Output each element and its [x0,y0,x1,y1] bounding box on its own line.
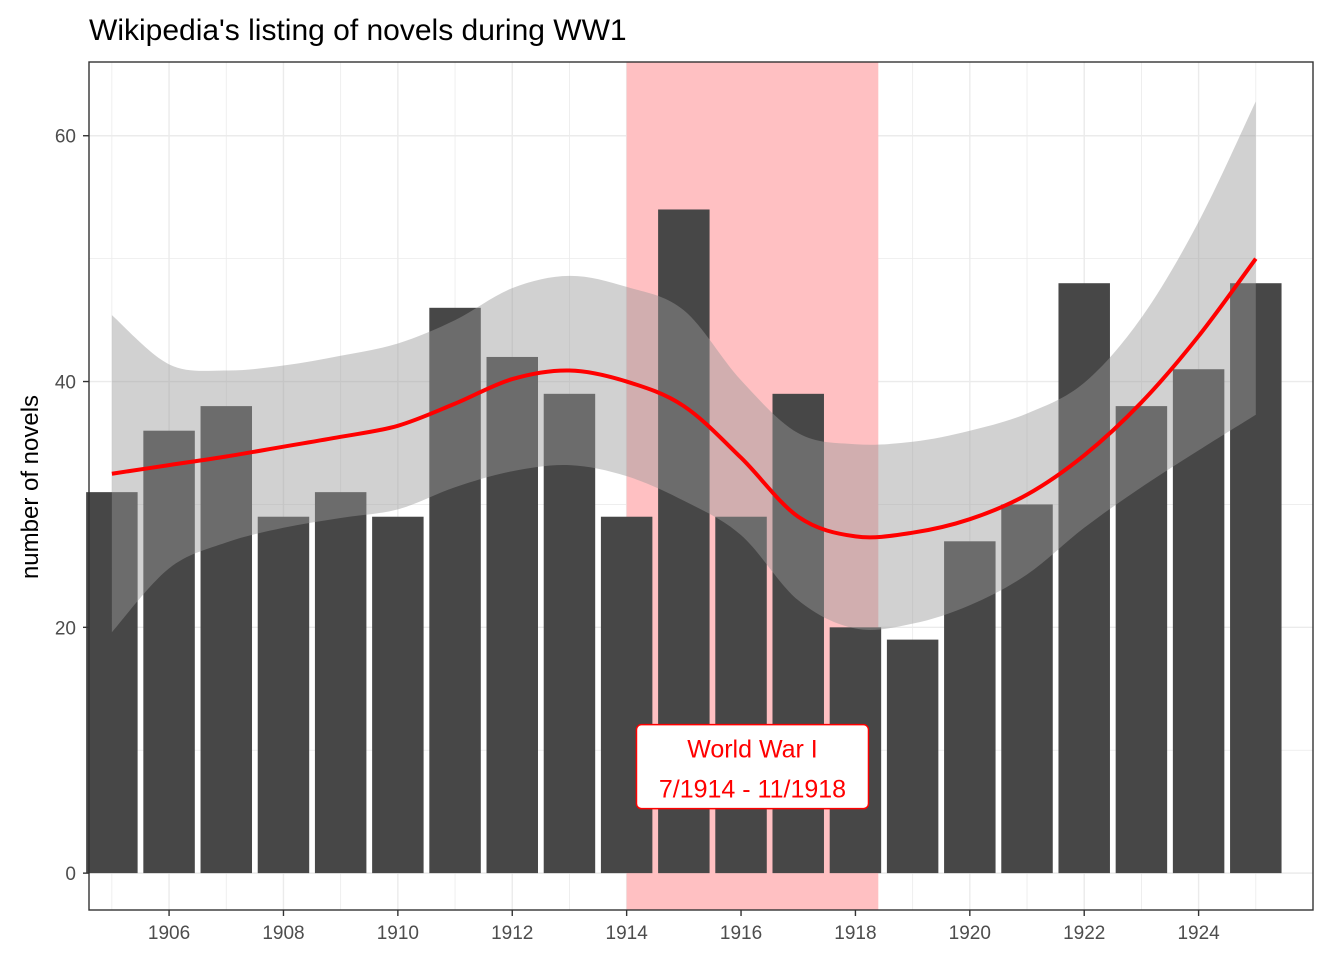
annotation-line-2: 7/1914 - 11/1918 [659,776,846,804]
bar [543,393,596,874]
y-axis: 0 20 40 60 [55,127,89,885]
y-tick-label: 0 [65,864,76,885]
confidence-band [111,101,1256,633]
x-tick-label: 1924 [1177,923,1220,944]
bar [143,430,195,874]
bars [86,209,1282,874]
panel-frame [88,61,1314,911]
y-tick-label: 60 [55,127,76,148]
bar [1230,283,1282,874]
x-tick-label: 1908 [262,923,304,944]
x-tick-label: 1910 [377,923,419,944]
y-axis-title: number of novels [17,395,44,579]
y-tick-label: 20 [55,618,76,639]
annotation-line-1: World War I [687,736,818,764]
bar [1115,406,1168,874]
chart-title: Wikipedia's listing of novels during WW1 [89,14,627,47]
bar [200,406,253,874]
bar [257,516,310,874]
x-tick-label: 1918 [834,923,876,944]
bar [486,356,538,874]
bar [314,492,367,874]
trend-line [111,257,1258,540]
x-axis: 1906 1908 1910 1912 1914 1916 1918 1920 1922 1924 [148,910,1220,944]
bar [600,516,653,874]
confidence-band-area [111,101,1256,633]
annotation-box [635,723,870,810]
y-tick-label: 40 [55,373,76,394]
bar [1058,283,1110,874]
x-tick-label: 1906 [148,923,190,944]
annotation: World War I 7/1914 - 11/1918 [635,723,870,810]
bar [86,492,138,874]
x-tick-label: 1920 [949,923,991,944]
smooth-line [111,257,1258,540]
bar [372,516,424,874]
x-tick-label: 1914 [606,923,649,944]
panel-border [88,61,1314,911]
x-tick-label: 1912 [491,923,533,944]
bar [1172,369,1225,874]
bar [1001,504,1053,874]
x-tick-label: 1922 [1063,923,1105,944]
x-tick-label: 1916 [720,923,762,944]
bar [886,639,939,874]
bar [944,541,996,874]
bar [715,516,767,874]
